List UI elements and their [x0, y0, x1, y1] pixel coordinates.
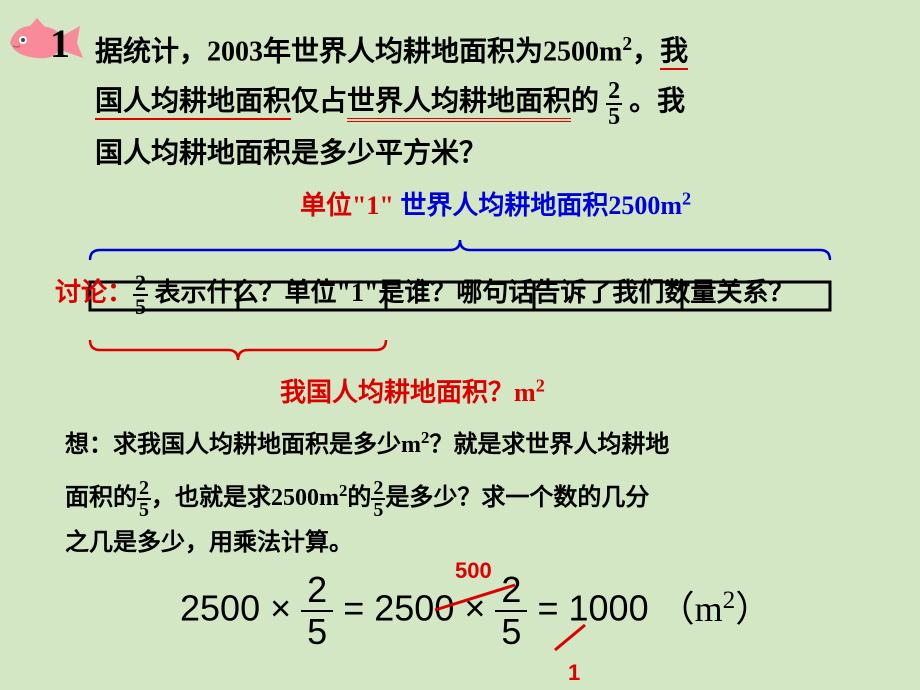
cancel-500: 500 [455, 558, 492, 584]
problem-line1-a: 据统计，2003年世界人均耕地面积为2500m [95, 36, 622, 67]
underline-part2: 世界人均耕地面积 [347, 86, 571, 122]
cancel-1: 1 [568, 660, 580, 686]
discussion-text: 讨论：25 表示什么？单位"1"是谁？哪句话告诉了我们数量关系？ [55, 272, 885, 318]
unit-label: 单位"1" 世界人均耕地面积2500m2 [300, 185, 691, 222]
underline-part1b: 国人均耕地面积 [95, 86, 291, 120]
fish-icon [5, 18, 85, 73]
fraction-discuss: 25 [133, 272, 148, 318]
eq-frac2: 25 [495, 570, 527, 652]
fraction-2-5: 25 [606, 79, 622, 129]
think-frac1: 25 [137, 478, 151, 520]
underline-part1a: 我 [660, 36, 688, 70]
think-frac2: 25 [371, 478, 385, 520]
eq-frac1: 25 [301, 570, 333, 652]
china-label: 我国人均耕地面积？m2 [280, 372, 545, 409]
problem-number: 1 [50, 20, 70, 67]
think-text: 想：求我国人均耕地面积是多少m2？就是求世界人均耕地 面积的25，也就是求250… [65, 415, 895, 566]
problem-text: 据统计，2003年世界人均耕地面积为2500m2，我 国人均耕地面积仅占世界人均… [95, 20, 885, 179]
problem-line3: 国人均耕地面积是多少平方米？ [95, 138, 487, 169]
cancelled-2500: 2500 [374, 588, 454, 629]
